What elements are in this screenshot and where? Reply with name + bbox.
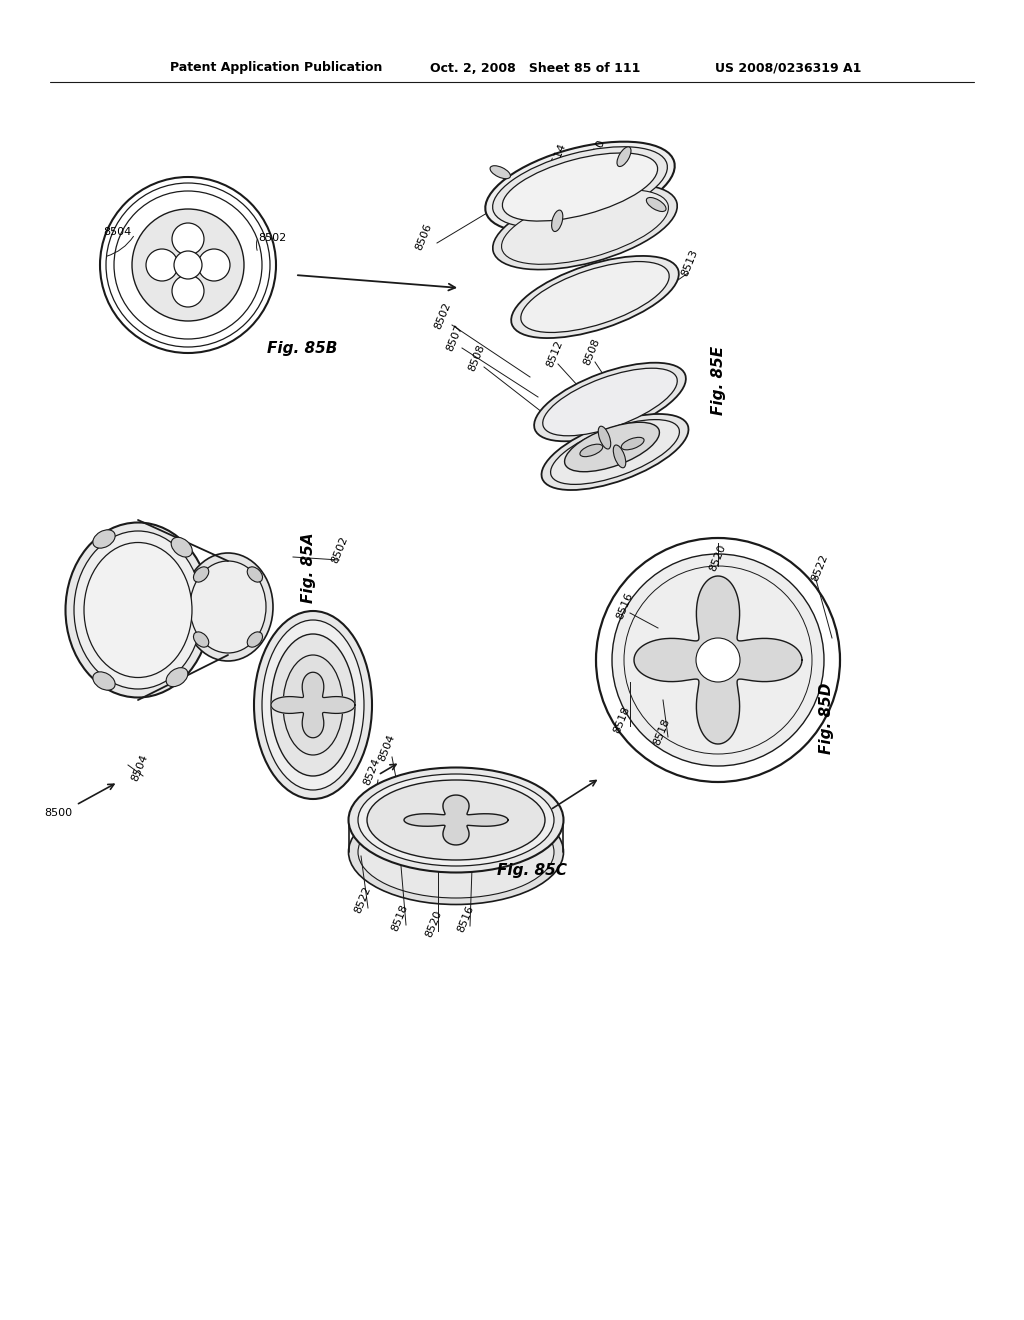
Circle shape xyxy=(114,191,262,339)
Ellipse shape xyxy=(485,141,675,232)
Ellipse shape xyxy=(84,543,193,677)
Circle shape xyxy=(596,539,840,781)
Ellipse shape xyxy=(254,611,372,799)
Text: 8518: 8518 xyxy=(652,717,672,747)
Polygon shape xyxy=(634,576,802,744)
Circle shape xyxy=(100,177,276,352)
Ellipse shape xyxy=(622,437,644,450)
Ellipse shape xyxy=(93,529,115,548)
Text: Fig. 85C: Fig. 85C xyxy=(497,862,567,878)
Ellipse shape xyxy=(166,668,187,686)
Text: Fig. 85A: Fig. 85A xyxy=(300,533,315,603)
Circle shape xyxy=(146,249,178,281)
Ellipse shape xyxy=(551,420,680,484)
Circle shape xyxy=(172,275,204,308)
Text: 8516: 8516 xyxy=(615,591,635,620)
Circle shape xyxy=(174,251,202,279)
Text: 8504: 8504 xyxy=(377,733,397,763)
Ellipse shape xyxy=(535,363,686,441)
Circle shape xyxy=(198,249,230,281)
Ellipse shape xyxy=(262,620,364,789)
Circle shape xyxy=(172,223,204,255)
Ellipse shape xyxy=(190,561,266,653)
Text: 8504: 8504 xyxy=(102,227,131,238)
Ellipse shape xyxy=(617,147,631,166)
Ellipse shape xyxy=(367,780,545,861)
Ellipse shape xyxy=(521,261,670,333)
Ellipse shape xyxy=(493,185,677,269)
Text: 8504: 8504 xyxy=(130,752,150,783)
Circle shape xyxy=(132,209,244,321)
Ellipse shape xyxy=(358,807,554,898)
Ellipse shape xyxy=(542,414,688,490)
Ellipse shape xyxy=(247,632,262,647)
Ellipse shape xyxy=(66,523,211,697)
Text: 8513: 8513 xyxy=(680,248,699,279)
Ellipse shape xyxy=(502,190,669,264)
Text: 8502: 8502 xyxy=(628,153,648,183)
Ellipse shape xyxy=(194,632,209,647)
Text: 8520: 8520 xyxy=(708,543,728,573)
Text: 8516: 8516 xyxy=(456,904,476,935)
Ellipse shape xyxy=(613,445,626,467)
Ellipse shape xyxy=(348,767,563,873)
Text: 8502: 8502 xyxy=(258,234,286,243)
Text: 8507: 8507 xyxy=(445,323,465,352)
Text: 8514: 8514 xyxy=(548,143,568,172)
Ellipse shape xyxy=(247,566,262,582)
Ellipse shape xyxy=(503,153,657,220)
Text: 8508: 8508 xyxy=(582,337,602,367)
Ellipse shape xyxy=(511,256,679,338)
Circle shape xyxy=(106,183,270,347)
Text: 8520: 8520 xyxy=(424,909,444,939)
Ellipse shape xyxy=(598,426,610,449)
Text: Oct. 2, 2008   Sheet 85 of 111: Oct. 2, 2008 Sheet 85 of 111 xyxy=(430,62,640,74)
Ellipse shape xyxy=(93,672,115,690)
Ellipse shape xyxy=(348,800,563,904)
Text: 8502: 8502 xyxy=(433,301,453,331)
Ellipse shape xyxy=(564,422,659,471)
Ellipse shape xyxy=(358,774,554,866)
Text: Patent Application Publication: Patent Application Publication xyxy=(170,62,382,74)
Polygon shape xyxy=(404,795,508,845)
Ellipse shape xyxy=(552,210,563,231)
Ellipse shape xyxy=(283,655,343,755)
Text: Fig. 85E: Fig. 85E xyxy=(711,346,725,414)
Ellipse shape xyxy=(74,531,202,689)
Ellipse shape xyxy=(490,166,510,178)
Text: 8524: 8524 xyxy=(362,756,382,787)
Text: 8518: 8518 xyxy=(390,903,410,933)
Text: US 2008/0236319 A1: US 2008/0236319 A1 xyxy=(715,62,861,74)
Text: Fig. 85D: Fig. 85D xyxy=(818,682,834,754)
Ellipse shape xyxy=(271,634,355,776)
Text: 8506: 8506 xyxy=(414,222,434,252)
Text: 8518: 8518 xyxy=(612,705,632,735)
Text: 8522: 8522 xyxy=(810,553,829,583)
Ellipse shape xyxy=(493,147,668,227)
Text: 8510: 8510 xyxy=(587,139,607,168)
Polygon shape xyxy=(271,672,355,738)
Text: 8502: 8502 xyxy=(330,535,350,565)
Ellipse shape xyxy=(580,445,603,457)
Circle shape xyxy=(612,554,824,766)
Text: 8508: 8508 xyxy=(467,343,487,374)
Circle shape xyxy=(696,638,740,682)
Ellipse shape xyxy=(194,566,209,582)
Text: 8512: 8512 xyxy=(545,339,565,370)
Ellipse shape xyxy=(171,537,193,557)
Ellipse shape xyxy=(543,368,677,436)
Circle shape xyxy=(624,566,812,754)
Text: 8522: 8522 xyxy=(353,884,373,915)
Ellipse shape xyxy=(183,553,273,661)
Ellipse shape xyxy=(646,198,666,211)
Text: 8500: 8500 xyxy=(44,808,72,818)
Text: Fig. 85B: Fig. 85B xyxy=(267,341,337,355)
